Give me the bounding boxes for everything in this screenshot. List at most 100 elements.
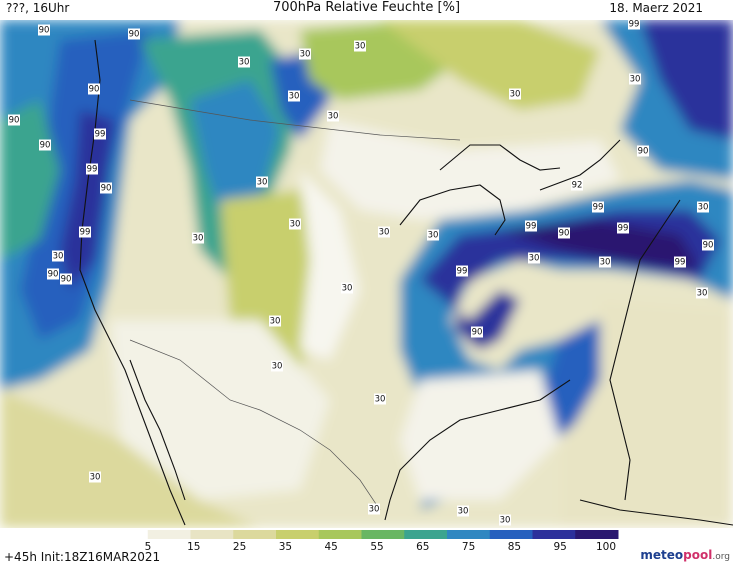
legend-swatch	[318, 530, 362, 539]
humidity-value-label: 90	[702, 239, 714, 251]
humidity-value-label: 90	[128, 28, 140, 40]
humidity-value-label: 30	[341, 282, 353, 294]
humidity-value-text: 30	[193, 234, 204, 244]
humidity-value-text: 99	[457, 267, 468, 277]
humidity-value-text: 90	[638, 147, 649, 157]
humidity-value-text: 30	[257, 178, 268, 188]
humidity-value-text: 30	[630, 75, 641, 85]
humidity-value-label: 30	[238, 56, 250, 68]
humidity-value-label: 99	[79, 226, 91, 238]
humidity-value-label: 99	[674, 256, 686, 268]
humidity-value-label: 90	[8, 114, 20, 126]
humidity-value-label: 90	[100, 182, 112, 194]
humidity-value-label: 30	[192, 232, 204, 244]
humidity-value-text: 30	[458, 507, 469, 517]
humidity-value-label: 90	[637, 145, 649, 157]
humidity-value-text: 99	[80, 228, 91, 238]
color-legend: 5 15 25 35 45 55 65 75 85 95 100 +45h Init:18Z16MA…	[0, 528, 733, 566]
humidity-value-label: 99	[525, 220, 537, 232]
humidity-value-label: 30	[269, 315, 281, 327]
logo-text-tld: .org	[712, 552, 730, 562]
humidity-value-text: 30	[600, 258, 611, 268]
humidity-value-label: 99	[628, 20, 640, 30]
humidity-value-text: 30	[272, 362, 283, 372]
humidity-value-text: 30	[342, 284, 353, 294]
humidity-value-text: 30	[375, 395, 386, 405]
forecast-time-label: ???, 16Uhr	[6, 1, 70, 15]
humidity-value-text: 90	[89, 85, 100, 95]
humidity-value-text: 90	[9, 116, 20, 126]
legend-swatch	[575, 530, 619, 539]
humidity-value-text: 99	[618, 224, 629, 234]
legend-swatch	[233, 530, 277, 539]
legend-tick-label: 100	[595, 541, 617, 553]
humidity-value-label: 30	[368, 503, 380, 515]
legend-tick-label: 45	[324, 541, 338, 553]
legend-tick-label: 15	[187, 541, 201, 553]
legend-swatch	[447, 530, 491, 539]
humidity-value-text: 30	[697, 289, 708, 299]
legend-swatch	[276, 530, 320, 539]
valid-date-label: 18. Maerz 2021	[609, 1, 703, 15]
humidity-value-text: 90	[129, 30, 140, 40]
humidity-value-label: 30	[378, 226, 390, 238]
humidity-value-text: 30	[300, 50, 311, 60]
legend-tick-label: 55	[370, 541, 384, 553]
value-labels: 90 90 30 30 30 99 30 90 30 30 90 30 99 90 90 99 90 30 92 30…	[8, 20, 714, 526]
legend-tick-label: 95	[553, 541, 567, 553]
humidity-value-label: 90	[471, 326, 483, 338]
humidity-value-label: 30	[697, 201, 709, 213]
humidity-value-text: 99	[675, 258, 686, 268]
humidity-value-text: 30	[355, 42, 366, 52]
humidity-value-label: 30	[629, 73, 641, 85]
legend-tick-label: 5	[144, 541, 152, 553]
humidity-value-label: 30	[696, 287, 708, 299]
legend-bar	[105, 530, 619, 539]
humidity-value-label: 30	[289, 218, 301, 230]
legend-tick-label: 25	[232, 541, 247, 553]
humidity-value-label: 90	[88, 83, 100, 95]
humidity-value-label: 30	[509, 88, 521, 100]
humidity-value-label: 90	[39, 139, 51, 151]
humidity-value-text: 30	[379, 228, 390, 238]
humidity-value-text: 30	[270, 317, 281, 327]
legend-swatch	[190, 530, 234, 539]
humidity-value-label: 30	[354, 40, 366, 52]
legend-tick-label: 65	[416, 541, 430, 553]
humidity-value-label: 99	[94, 128, 106, 140]
legend-swatch	[105, 530, 149, 539]
humidity-value-label: 30	[52, 250, 64, 262]
humidity-value-text: 30	[510, 90, 521, 100]
legend-tick-label: 35	[278, 541, 293, 553]
humidity-value-text: 99	[95, 130, 106, 140]
humidity-value-text: 30	[289, 92, 300, 102]
humidity-value-text: 99	[629, 20, 640, 30]
humidity-value-text: 30	[328, 112, 339, 122]
humidity-value-label: 30	[89, 471, 101, 483]
logo-text-accent: pool	[683, 548, 713, 562]
humidity-value-text: 30	[500, 516, 511, 526]
run-info: +45h Init:18Z16MAR2021	[4, 550, 161, 564]
humidity-value-text: 30	[698, 203, 709, 213]
humidity-value-label: 30	[374, 393, 386, 405]
meteopool-logo[interactable]: meteopool.org	[640, 548, 730, 562]
humidity-value-text: 99	[526, 222, 537, 232]
legend-swatch	[404, 530, 448, 539]
humidity-value-label: 99	[592, 201, 604, 213]
legend-swatch	[532, 530, 576, 539]
humidity-value-label: 30	[599, 256, 611, 268]
humidity-value-label: 99	[617, 222, 629, 234]
humidity-value-text: 90	[39, 26, 50, 36]
humidity-value-text: 90	[40, 141, 51, 151]
humidity-field	[0, 20, 733, 528]
humidity-value-text: 92	[572, 181, 583, 191]
legend-tick-label: 75	[461, 541, 476, 553]
humidity-value-label: 90	[558, 227, 570, 239]
humidity-value-text: 30	[428, 231, 439, 241]
logo-text-main: meteo	[640, 548, 684, 562]
humidity-value-label: 90	[47, 268, 59, 280]
humidity-value-label: 30	[327, 110, 339, 122]
humidity-value-text: 30	[529, 254, 540, 264]
humidity-value-label: 90	[38, 24, 50, 36]
humidity-value-label: 30	[256, 176, 268, 188]
